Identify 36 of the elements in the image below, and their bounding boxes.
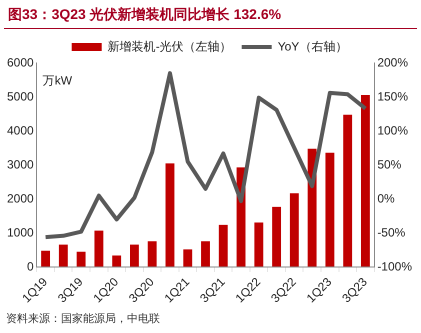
y-tick-label: 5000 [6,89,34,104]
y-tick-label: 4000 [6,123,34,138]
bar [130,244,139,267]
y-tick-label: 6000 [6,55,34,70]
bar [94,230,104,267]
y2-tick-label: 0% [377,191,395,206]
y2-tick-label: 50% [377,157,402,172]
bar [360,94,370,267]
y2-tick-label: 100% [377,123,408,138]
y2-tick-label: 150% [377,89,408,104]
bar [148,241,157,267]
y2-tick-label: 200% [377,55,408,70]
bar [254,222,264,267]
bar [343,114,352,267]
bar [201,241,210,267]
y-tick-label: 2000 [6,191,34,206]
y2-tick-label: -100% [377,259,412,274]
bar [218,224,228,267]
bar [272,206,282,267]
chart-title: 图33：3Q23 光伏新增装机同比增长 132.6% [4,0,417,29]
legend-label: 新增装机-光伏（左轴） [108,39,232,54]
y-tick-label: 3000 [6,157,34,172]
y-tick-label: 1000 [6,225,34,240]
bar [41,250,50,267]
y2-tick-label: -50% [377,225,406,240]
y-axis-title: 万kW [42,73,73,88]
bar [183,249,192,267]
bar [290,193,299,267]
bar [325,152,334,267]
bar [58,244,68,267]
bar [166,163,174,267]
bar [76,252,86,267]
bar [112,255,122,267]
y-tick-label: 0 [27,259,34,274]
text: 资料来源：国家能源局，中电联 [5,312,161,326]
legend-label: YoY（右轴） [278,39,348,54]
